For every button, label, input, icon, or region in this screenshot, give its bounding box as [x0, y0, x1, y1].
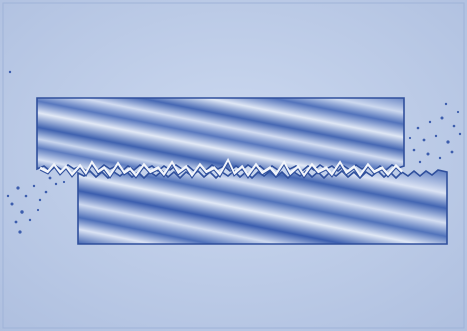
- debris-particle: [10, 202, 14, 206]
- debris-particle: [14, 220, 18, 224]
- debris-particle: [28, 218, 32, 222]
- debris-particle: [428, 120, 432, 124]
- debris-particle: [416, 126, 420, 130]
- debris-left: [6, 70, 66, 234]
- debris-particle: [458, 132, 462, 136]
- debris-particle: [24, 194, 28, 198]
- debris-particle: [6, 194, 10, 198]
- interface-highlight: [39, 157, 404, 179]
- upper-block-body: [36, 97, 405, 173]
- debris-particle: [36, 208, 40, 212]
- interface-line: [39, 161, 403, 179]
- lower-block-body: [77, 169, 448, 245]
- debris-particle: [450, 150, 454, 154]
- debris-particle: [8, 70, 12, 74]
- debris-particle: [446, 140, 450, 144]
- debris-particle: [18, 230, 22, 234]
- debris-particle: [434, 134, 438, 138]
- debris-particle: [438, 156, 442, 160]
- debris-particle: [32, 184, 36, 188]
- contact-interface: [39, 157, 404, 179]
- debris-particle: [20, 210, 24, 214]
- debris-particle: [16, 186, 20, 190]
- debris-particle: [408, 136, 412, 140]
- debris-particle: [412, 148, 416, 152]
- debris-right: [408, 102, 462, 164]
- lower-block: [77, 169, 448, 245]
- debris-particle: [426, 152, 430, 156]
- upper-block: [36, 97, 405, 173]
- debris-particle: [62, 180, 66, 184]
- debris-particle: [38, 198, 42, 202]
- debris-particle: [48, 176, 52, 180]
- paper-border: [2, 2, 465, 329]
- debris-particle: [422, 138, 426, 142]
- debris-particle: [44, 190, 48, 194]
- debris-particle: [444, 102, 448, 106]
- debris-particle: [440, 116, 444, 120]
- debris-particle: [456, 110, 460, 114]
- debris-particle: [54, 182, 58, 186]
- debris-particle: [418, 160, 422, 164]
- debris-particle: [452, 124, 456, 128]
